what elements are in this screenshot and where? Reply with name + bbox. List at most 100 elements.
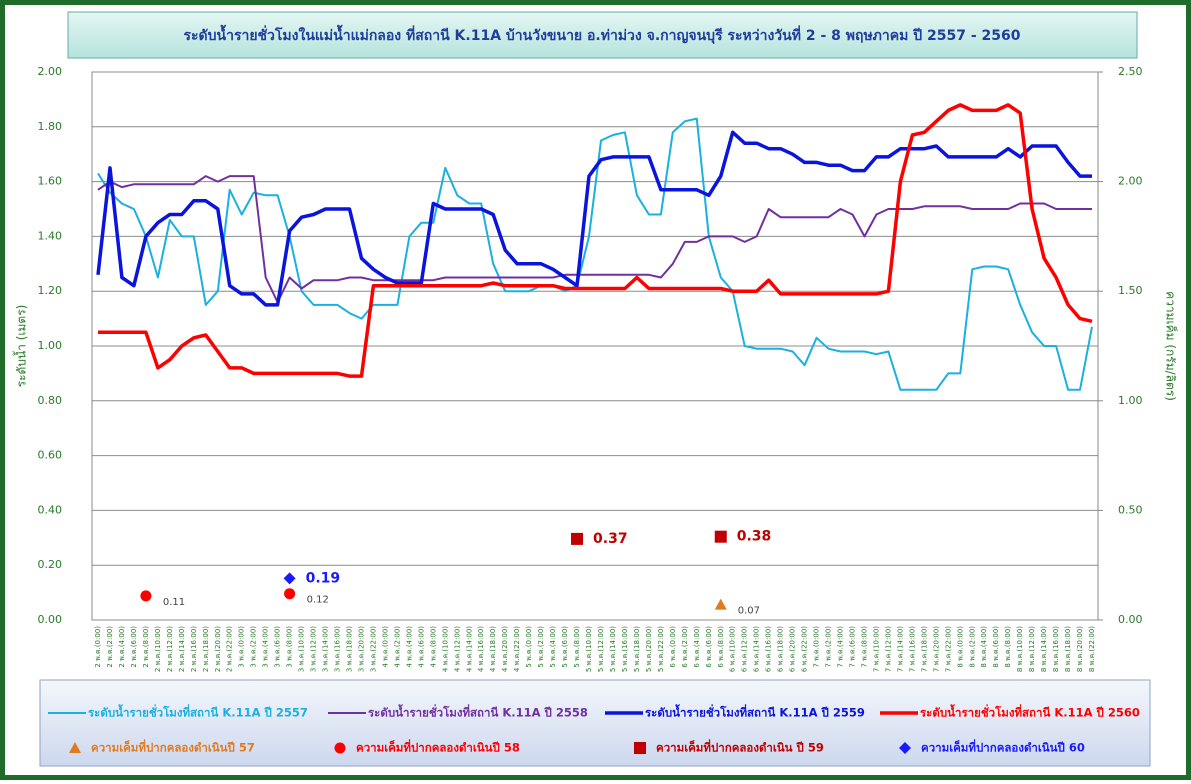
- data-label: 0.11: [163, 597, 185, 608]
- x-tick-label: 6 พ.ค.(20:00): [789, 626, 797, 672]
- y-tick-label: 0.00: [38, 613, 63, 626]
- y2-tick-label: 1.00: [1118, 394, 1143, 407]
- marker: [714, 598, 727, 610]
- x-tick-label: 5 พ.ค.(20:00): [645, 626, 653, 672]
- marker: [283, 572, 296, 585]
- x-tick-label: 6 พ.ค.(0:00): [669, 626, 677, 668]
- x-tick-label: 5 พ.ค.(12:00): [597, 626, 605, 672]
- x-tick-label: 7 พ.ค.(8:00): [860, 626, 868, 668]
- x-tick-label: 8 พ.ค.(22:00): [1088, 626, 1096, 672]
- x-tick-label: 8 พ.ค.(2:00): [968, 626, 976, 668]
- x-tick-label: 6 พ.ค.(16:00): [765, 626, 773, 672]
- x-tick-label: 4 พ.ค.(14:00): [465, 626, 473, 672]
- x-tick-label: 6 พ.ค.(12:00): [741, 626, 749, 672]
- chart-title: ระดับน้ำรายชั่วโมงในแม่น้ำแม่กลอง ที่สถา…: [184, 24, 1021, 44]
- x-tick-label: 2 พ.ค.(0:00): [94, 626, 102, 668]
- x-tick-label: 4 พ.ค.(6:00): [417, 626, 425, 668]
- x-tick-label: 4 พ.ค.(10:00): [441, 626, 449, 672]
- marker: [140, 590, 152, 602]
- x-tick-label: 6 พ.ค.(6:00): [705, 626, 713, 668]
- legend-label: ระดับน้ำรายชั่วโมงที่สถานี K.11A ปี 2557: [88, 704, 308, 720]
- x-tick-label: 2 พ.ค.(14:00): [178, 626, 186, 672]
- data-label: 0.07: [738, 606, 760, 617]
- x-tick-label: 7 พ.ค.(14:00): [896, 626, 904, 672]
- x-tick-label: 7 พ.ค.(10:00): [872, 626, 880, 672]
- y-tick-label: 2.00: [38, 65, 63, 78]
- x-tick-label: 2 พ.ค.(16:00): [190, 626, 198, 672]
- x-tick-label: 7 พ.ค.(0:00): [813, 626, 821, 668]
- x-tick-label: 7 พ.ค.(2:00): [825, 626, 833, 668]
- x-tick-label: 3 พ.ค.(2:00): [250, 626, 258, 668]
- legend-label: ระดับน้ำรายชั่วโมงที่สถานี K.11A ปี 2558: [368, 704, 588, 720]
- x-tick-label: 3 พ.ค.(0:00): [238, 626, 246, 668]
- x-tick-label: 6 พ.ค.(14:00): [753, 626, 761, 672]
- y2-axis-title: ความเค็ม (กรัม/ลิตร): [1164, 291, 1179, 401]
- x-tick-label: 8 พ.ค.(12:00): [1028, 626, 1036, 672]
- y-tick-label: 1.80: [38, 120, 63, 133]
- y2-tick-label: 0.50: [1118, 503, 1143, 516]
- x-tick-label: 6 พ.ค.(2:00): [681, 626, 689, 668]
- x-tick-label: 6 พ.ค.(18:00): [777, 626, 785, 672]
- x-tick-label: 8 พ.ค.(8:00): [1004, 626, 1012, 668]
- x-tick-label: 4 พ.ค.(4:00): [405, 626, 413, 668]
- y-tick-label: 0.60: [38, 449, 63, 462]
- marker: [634, 742, 646, 754]
- x-tick-label: 2 พ.ค.(10:00): [154, 626, 162, 672]
- x-tick-label: 3 พ.ค.(14:00): [322, 626, 330, 672]
- y2-tick-label: 2.00: [1118, 175, 1143, 188]
- x-tick-label: 8 พ.ค.(6:00): [992, 626, 1000, 668]
- series-line: [96, 130, 1092, 307]
- x-tick-label: 3 พ.ค.(18:00): [345, 626, 353, 672]
- x-tick-label: 7 พ.ค.(20:00): [932, 626, 940, 672]
- x-tick-label: 7 พ.ค.(6:00): [848, 626, 856, 668]
- x-tick-label: 4 พ.ค.(0:00): [381, 626, 389, 668]
- legend-label: ความเค็มที่ปากคลองดำเนินปี 60: [921, 739, 1085, 755]
- x-tick-label: 5 พ.ค.(4:00): [549, 626, 557, 668]
- x-tick-label: 3 พ.ค.(4:00): [262, 626, 270, 668]
- legend-label: ความเค็มที่ปากคลองดำเนิน ปี 59: [656, 739, 824, 755]
- x-tick-label: 6 พ.ค.(8:00): [717, 626, 725, 668]
- x-tick-label: 3 พ.ค.(20:00): [357, 626, 365, 672]
- y-tick-label: 0.40: [38, 503, 63, 516]
- y-tick-label: 0.20: [38, 558, 63, 571]
- x-tick-label: 7 พ.ค.(12:00): [884, 626, 892, 672]
- x-tick-label: 7 พ.ค.(18:00): [920, 626, 928, 672]
- x-tick-label: 5 พ.ค.(6:00): [561, 626, 569, 668]
- y-tick-label: 1.40: [38, 229, 63, 242]
- x-tick-label: 4 พ.ค.(18:00): [489, 626, 497, 672]
- x-tick-label: 2 พ.ค.(2:00): [106, 626, 114, 668]
- data-label: 0.37: [593, 531, 628, 547]
- x-tick-label: 5 พ.ค.(10:00): [585, 626, 593, 672]
- x-tick-label: 7 พ.ค.(16:00): [908, 626, 916, 672]
- x-tick-label: 6 พ.ค.(10:00): [729, 626, 737, 672]
- x-tick-label: 5 พ.ค.(2:00): [537, 626, 545, 668]
- x-tick-label: 3 พ.ค.(16:00): [334, 626, 342, 672]
- x-tick-label: 2 พ.ค.(20:00): [214, 626, 222, 672]
- x-tick-label: 8 พ.ค.(14:00): [1040, 626, 1048, 672]
- x-tick-label: 5 พ.ค.(18:00): [633, 626, 641, 672]
- x-tick-label: 5 พ.ค.(8:00): [573, 626, 581, 668]
- data-label: 0.38: [737, 529, 772, 545]
- x-tick-label: 4 พ.ค.(8:00): [429, 626, 437, 668]
- series-line: [98, 103, 1093, 378]
- data-label: 0.19: [306, 570, 341, 586]
- y2-tick-label: 0.00: [1118, 613, 1143, 626]
- legend-label: ระดับน้ำรายชั่วโมงที่สถานี K.11A ปี 2560: [920, 704, 1140, 720]
- x-tick-label: 7 พ.ค.(22:00): [944, 626, 952, 672]
- x-tick-label: 5 พ.ค.(0:00): [525, 626, 533, 668]
- x-tick-label: 4 พ.ค.(20:00): [501, 626, 509, 672]
- y-tick-label: 1.60: [38, 175, 63, 188]
- marker: [714, 530, 727, 543]
- marker: [284, 588, 296, 600]
- x-tick-label: 7 พ.ค.(4:00): [837, 626, 845, 668]
- marker: [69, 742, 81, 753]
- y2-tick-label: 1.50: [1118, 284, 1143, 297]
- x-tick-label: 5 พ.ค.(16:00): [621, 626, 629, 672]
- y-tick-label: 1.00: [38, 339, 63, 352]
- x-tick-label: 3 พ.ค.(12:00): [310, 626, 318, 672]
- x-tick-label: 8 พ.ค.(10:00): [1016, 626, 1024, 672]
- legend-label: ความเค็มที่ปากคลองดำเนินปี 57: [91, 739, 255, 755]
- x-tick-label: 5 พ.ค.(14:00): [609, 626, 617, 672]
- legend-box: [39, 679, 1151, 767]
